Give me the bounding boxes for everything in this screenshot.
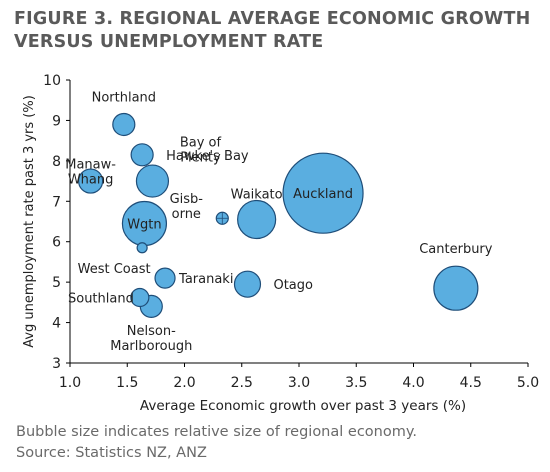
x-tick-label: 2.5 (231, 375, 253, 391)
x-tick-label: 3.5 (345, 375, 367, 391)
label-otago-line: Otago (273, 278, 313, 293)
label-taranaki: Taranaki (178, 272, 233, 287)
label-manaw-whang-line: Whang (68, 173, 114, 188)
footnote-source: Source: Statistics NZ, ANZ (16, 445, 207, 461)
y-tick-label: 6 (52, 235, 61, 251)
bubble-waikato (237, 199, 277, 240)
chart-title-line-2: VERSUS UNEMPLOYMENT RATE (14, 32, 324, 52)
y-tick-label: 7 (52, 194, 61, 210)
chart-title-line-1: FIGURE 3. REGIONAL AVERAGE ECONOMIC GROW… (14, 9, 531, 29)
label-nelson-marlborough-line: Nelson- (127, 324, 176, 339)
x-tick-label: 3.0 (288, 375, 310, 391)
label-wgtn: Wgtn (127, 218, 161, 233)
label-wgtn-line: Wgtn (127, 218, 161, 233)
label-hawke-s-bay-line: Hawke's Bay (166, 149, 249, 164)
label-auckland: Auckland (293, 187, 353, 202)
y-tick-label: 9 (52, 113, 61, 129)
label-waikato-line: Waikato (231, 187, 283, 202)
label-bay-of-plenty: Bay of Plenty (180, 136, 222, 166)
label-nelson-marlborough-line: Marlborough (110, 339, 192, 354)
bubble-taranaki (154, 267, 176, 289)
y-tick-label: 8 (52, 154, 61, 170)
bubble-hawke-s-bay (130, 143, 154, 167)
x-tick-label: 2.0 (173, 375, 195, 391)
label-west-coast-line: West Coast (78, 262, 151, 277)
label-manaw-whang: Manaw-Whang (65, 158, 116, 188)
bubble-northland (112, 112, 136, 137)
bubble-southland (130, 287, 150, 308)
label-northland-line: Northland (92, 90, 156, 105)
bubble-manaw-whang (78, 168, 104, 194)
label-nelson-marlborough: Nelson-Marlborough (110, 324, 192, 354)
label-canterbury: Canterbury (419, 242, 493, 257)
bubble-west-coast (136, 242, 148, 254)
label-bay-of-plenty-line: Plenty (180, 151, 221, 166)
y-tick-label: 3 (52, 356, 61, 372)
x-tick-label: 4.0 (402, 375, 424, 391)
footnote-bubble-size: Bubble size indicates relative size of r… (16, 424, 417, 440)
bubble-canterbury (433, 265, 479, 311)
label-gisborne-line: Gisb- (170, 192, 204, 207)
y-tick-label: 4 (52, 316, 61, 332)
label-gisborne-line: orne (172, 207, 201, 222)
y-tick-label: 10 (43, 73, 61, 89)
label-southland: Southland (68, 292, 134, 307)
label-auckland-line: Auckland (293, 187, 353, 202)
label-bay-of-plenty-line: Bay of (180, 136, 222, 151)
bubble-chart: 3 4 5 6 7 8 9 10 1.0 1.5 2.0 2.5 3.0 3.5 4.0 4.5 5.0 Aver… (22, 73, 539, 414)
x-tick-label: 1.5 (116, 375, 138, 391)
bubble-otago (233, 270, 262, 298)
label-west-coast: West Coast (78, 262, 151, 277)
bubble-bay-of-plenty (135, 164, 170, 198)
bubble-auckland (282, 152, 364, 234)
label-otago: Otago (273, 278, 313, 293)
y-tick-label: 5 (52, 275, 61, 291)
x-axis-label: Average Economic growth over past 3 year… (140, 398, 466, 414)
y-axis-label: Avg unemployment rate past 3 yrs (%) (22, 95, 37, 348)
label-hawke-s-bay: Hawke's Bay (166, 149, 249, 164)
x-tick-label: 4.5 (460, 375, 482, 391)
label-waikato: Waikato (231, 187, 283, 202)
label-canterbury-line: Canterbury (419, 242, 493, 257)
label-manaw-whang-line: Manaw- (65, 158, 116, 173)
label-gisborne: Gisb-orne (170, 192, 204, 222)
label-taranaki-line: Taranaki (178, 272, 233, 287)
label-northland: Northland (92, 90, 156, 105)
x-tick-label: 1.0 (59, 375, 81, 391)
label-southland-line: Southland (68, 292, 134, 307)
chart-title: FIGURE 3. REGIONAL AVERAGE ECONOMIC GROW… (14, 8, 544, 54)
x-tick-label: 5.0 (517, 375, 539, 391)
